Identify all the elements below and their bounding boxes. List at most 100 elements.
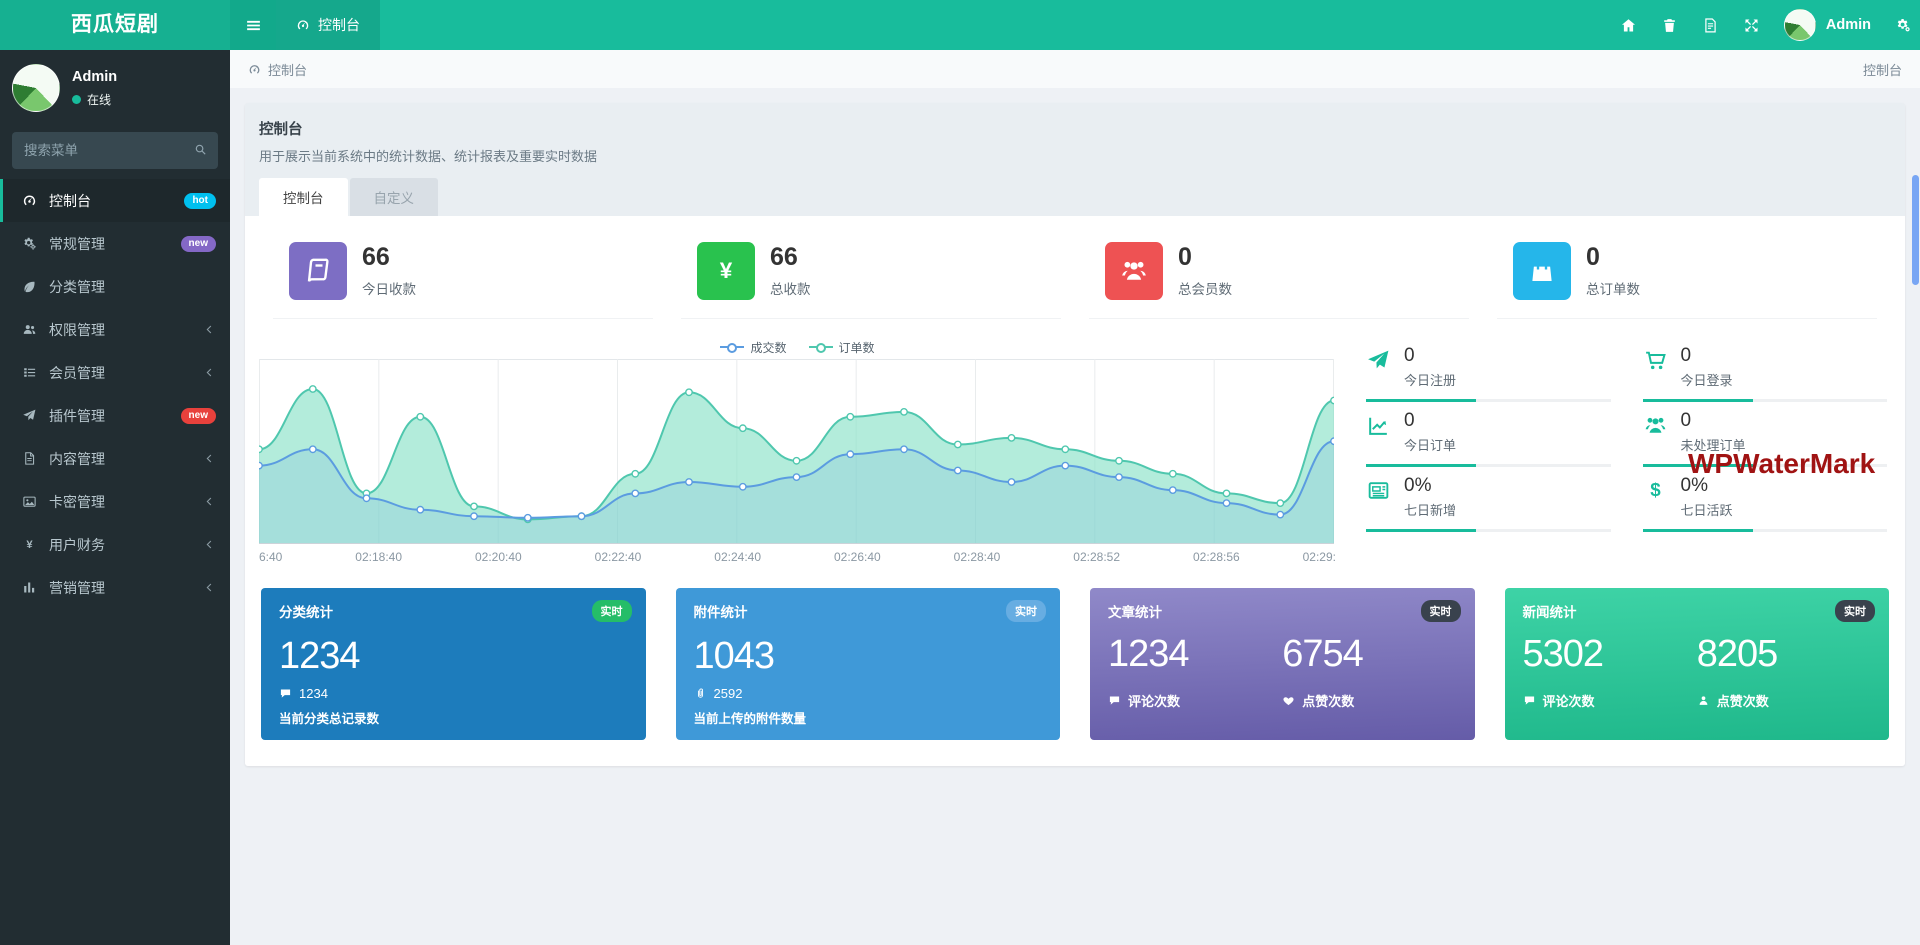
mini-stat-today-register: 0 今日注册 [1366,337,1611,402]
sidebar-menu: 控制台 hot 常规管理 new 分类管理 权限管理 会员管理 插件管理 new [0,179,230,609]
home-icon[interactable] [1620,17,1637,34]
chevron-left-icon [203,323,216,336]
comment-icon [1523,694,1536,707]
settings-gears-icon[interactable] [1895,17,1912,34]
top-navbar: 西瓜短剧 控制台 Admin [0,0,1920,50]
list-icon [20,365,38,380]
tab-dashboard[interactable]: 控制台 [259,178,348,216]
search-icon[interactable] [193,142,208,157]
stat-today-income: 66 今日收款 [273,242,653,319]
stat-total-income: ¥ 66 总收款 [681,242,1061,319]
chart-plot-area: 6:40 02:18:40 02:20:40 02:22:40 02:24:40 02:2… [259,359,1336,572]
sidebar-item-finance[interactable]: ¥ 用户财务 [0,523,230,566]
sidebar: Admin 在线 控制台 hot 常规管理 new 分类管理 权限管理 [0,50,230,945]
mini-stats: 0 今日注册 0 今日登录 [1336,335,1891,572]
progress-bar [1366,464,1611,467]
chevron-left-icon [203,581,216,594]
sidebar-toggle-button[interactable] [230,0,276,50]
chevron-left-icon [203,495,216,508]
sidebar-item-auth[interactable]: 权限管理 [0,308,230,351]
yen-icon: ¥ [20,537,38,552]
chart-row: 成交数 订单数 6:40 02:18:40 02:20:40 02:22:40 02:24… [259,319,1891,572]
tab-custom[interactable]: 自定义 [349,178,438,216]
users-icon [20,322,38,337]
brand-logo[interactable]: 西瓜短剧 [0,0,230,50]
dashboard-icon [296,18,310,32]
breadcrumb-right[interactable]: 控制台 [1862,62,1902,78]
x-axis-label: 02:28:40 [953,550,1001,564]
trend-icon [1366,413,1391,438]
chart-legend: 成交数 订单数 [259,335,1336,359]
book-icon [289,242,347,300]
chevron-left-icon [203,538,216,551]
sidebar-item-member[interactable]: 会员管理 [0,351,230,394]
legend-item[interactable]: 成交数 [720,339,787,356]
navbar-tab-label: 控制台 [318,17,360,33]
trash-icon[interactable] [1661,17,1678,34]
mini-stat-today-login: 0 今日登录 [1642,337,1887,402]
sidebar-user-panel: Admin 在线 [0,50,230,128]
dollar-icon: $ [1643,478,1668,503]
x-axis-label: 6:40 [259,550,283,564]
scrollbar-thumb[interactable] [1912,175,1919,285]
realtime-badge: 实时 [1420,600,1461,622]
sidebar-item-marketing[interactable]: 营销管理 [0,566,230,609]
x-axis-label: 02:18:40 [355,550,403,564]
mini-stat-week-active: $ 0% 七日活跃 [1642,467,1887,532]
x-axis-label: 02:28:52 [1073,550,1121,564]
user-icon [1697,694,1710,707]
search-input[interactable] [12,132,218,169]
realtime-badge: 实时 [1835,600,1875,622]
x-axis-label: 02:22:40 [594,550,642,564]
progress-bar [1642,399,1887,402]
x-axis-label: 02:28:56 [1192,550,1240,564]
dashboard-icon [20,193,38,208]
x-axis-label: 02:26:40 [833,550,881,564]
cogs-icon [20,236,38,251]
hot-badge: hot [184,192,216,209]
sidebar-item-dashboard[interactable]: 控制台 hot [0,179,230,222]
sidebar-item-general[interactable]: 常规管理 new [0,222,230,265]
orders-chart: 成交数 订单数 6:40 02:18:40 02:20:40 02:22:40 02:24… [259,335,1336,572]
sidebar-user-name: Admin [72,68,118,85]
rocket-icon [20,408,38,423]
dashboard-icon [248,63,261,76]
cart-icon [1643,348,1668,373]
news-icon [1366,478,1391,503]
changelog-icon[interactable] [1702,17,1719,34]
sidebar-item-addon[interactable]: 插件管理 new [0,394,230,437]
sidebar-item-cardkey[interactable]: 卡密管理 [0,480,230,523]
user-group-icon [1105,242,1163,300]
image-icon [20,494,38,509]
svg-text:$: $ [1650,479,1661,500]
online-dot [72,94,81,104]
mini-stat-pending-orders: 0 未处理订单 [1642,402,1887,467]
legend-item[interactable]: 订单数 [808,339,875,356]
user-group-icon [1643,413,1668,438]
panel-body: 66 今日收款 ¥ 66 总收款 0 总会员数 [245,216,1905,766]
progress-bar [1366,529,1611,532]
x-axis-label: 02:29: [1302,550,1336,564]
breadcrumb: 控制台 控制台 [230,50,1920,88]
sidebar-item-category[interactable]: 分类管理 [0,265,230,308]
username-label: Admin [1825,17,1871,33]
chart-bar-icon [20,580,38,595]
svg-text:¥: ¥ [26,539,33,551]
chevron-left-icon [203,366,216,379]
svg-text:¥: ¥ [720,258,733,283]
file-icon [20,451,38,466]
mini-stat-today-orders: 0 今日订单 [1366,402,1611,467]
navbar-tab-dashboard[interactable]: 控制台 [276,0,380,50]
chart-x-axis: 6:40 02:18:40 02:20:40 02:22:40 02:24:40 02:2… [259,550,1336,572]
fullscreen-icon[interactable] [1743,17,1760,34]
area-chart [259,359,1334,544]
breadcrumb-left[interactable]: 控制台 [248,60,307,79]
sidebar-item-content[interactable]: 内容管理 [0,437,230,480]
progress-bar [1366,399,1611,402]
user-menu[interactable]: Admin [1783,9,1871,41]
new-badge: new [180,235,216,252]
progress-bar [1642,529,1887,532]
heart-icon [1282,694,1295,707]
card-category-stats: 分类统计 实时 1234 1234 当前分类总记录数 [261,588,646,740]
dashboard-panel: 控制台 用于展示当前系统中的统计数据、统计报表及重要实时数据 控制台 自定义 6… [245,103,1905,766]
